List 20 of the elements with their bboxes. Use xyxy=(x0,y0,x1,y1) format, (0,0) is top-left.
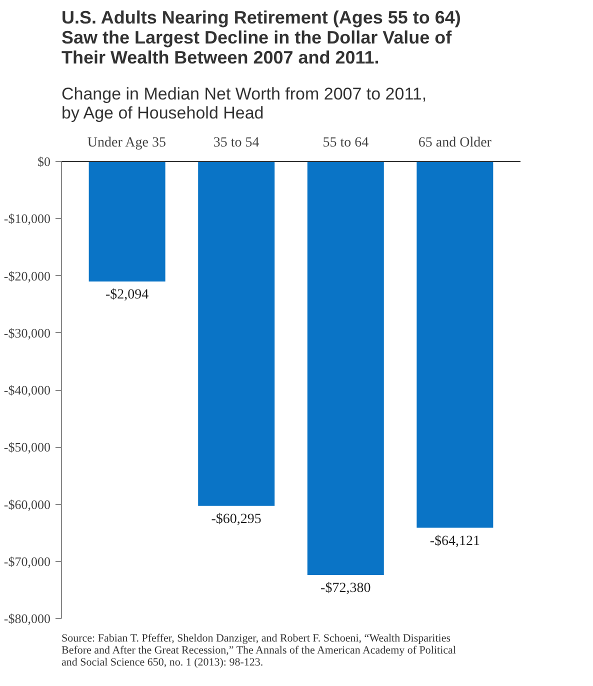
y-tick-label: -$50,000 xyxy=(4,440,51,455)
y-tick-label: -$70,000 xyxy=(4,554,51,569)
y-tick-label: -$20,000 xyxy=(4,268,51,284)
source-note: Source: Fabian T. Pfeffer, Sheldon Danziger, and Robert F. Schoeni, “Wealth Disparities Before and After the Great Recession,” The Annals of the American Academy of Political and Social Science 650, no. 1 (2013): 98-123. xyxy=(62,632,456,668)
data-label: -$72,380 xyxy=(320,580,371,596)
chart-subtitle: Change in Median Net Worth from 2007 to 2011, by Age of Household Head xyxy=(62,84,427,122)
y-tick-label: -$10,000 xyxy=(4,211,51,226)
y-tick-label: -$40,000 xyxy=(4,382,51,398)
x-tick-label: Under Age 35 xyxy=(87,136,166,150)
y-tick-label: -$80,000 xyxy=(4,611,51,626)
x-tick-label: 55 to 64 xyxy=(322,136,369,150)
y-tick-label: -$30,000 xyxy=(4,325,51,340)
x-tick-label: 35 to 54 xyxy=(213,136,260,150)
y-tick-label: $0 xyxy=(38,154,50,169)
data-label: -$60,295 xyxy=(211,512,262,527)
data-label: -$64,121 xyxy=(430,534,480,549)
x-tick-label: 65 and Older xyxy=(418,136,492,150)
chart-title: U.S. Adults Nearing Retirement (Ages 55 to 64) Saw the Largest Decline in the Dollar Value of Their Wealth Between 2007 and 2011. xyxy=(62,8,461,68)
y-tick-label: -$60,000 xyxy=(4,496,51,512)
annotation: -$2,094 xyxy=(105,287,149,302)
